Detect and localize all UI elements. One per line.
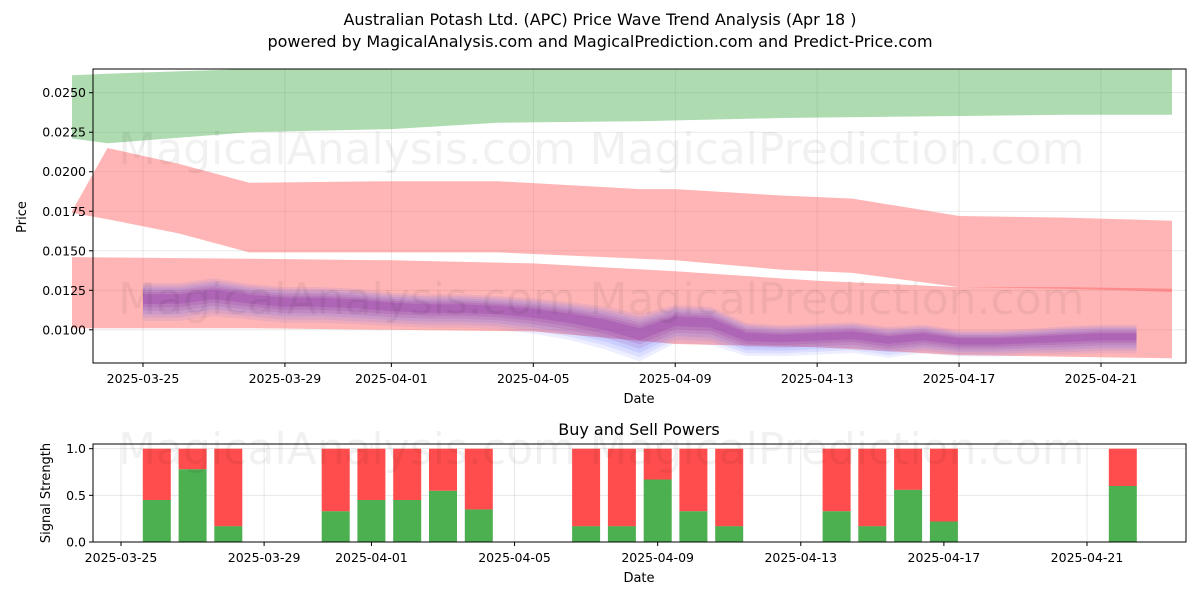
price-x-tick-label: 2025-04-17: [923, 371, 996, 386]
watermark-signal-prediction: MagicalPrediction.com: [590, 424, 1085, 475]
signal-x-tick-label: 2025-03-25: [85, 550, 158, 565]
watermark-prediction-lower: MagicalPrediction.com: [590, 274, 1085, 325]
price-x-tick-label: 2025-03-25: [107, 371, 180, 386]
sell-bar: [429, 448, 457, 491]
signal-x-tick-label: 2025-04-01: [335, 550, 408, 565]
sell-bar: [643, 448, 672, 480]
wave-layer: [143, 287, 1137, 348]
price-x-label: Date: [623, 392, 654, 407]
price-y-tick-label: 0.0250: [42, 85, 86, 100]
price-bands: [72, 69, 1172, 359]
buy-bar: [429, 490, 457, 542]
sell-bar: [214, 448, 243, 527]
signal-x-tick-label: 2025-04-05: [478, 550, 551, 565]
buy-bar: [607, 526, 636, 542]
price-x-ticks: 2025-03-25 2025-03-29 2025-04-01 2025-04-05…: [107, 363, 1138, 386]
sell-bar: [822, 448, 851, 512]
signal-y-tick-label: 0.5: [66, 488, 86, 503]
price-wave: [143, 278, 1137, 362]
price-panel: MagicalAnalysis.com MagicalPrediction.co…: [15, 68, 1187, 407]
signal-panel: Buy and Sell Powers MagicalAnalysis.com …: [39, 420, 1187, 586]
price-x-tick-label: 2025-04-05: [497, 371, 570, 386]
price-grid: [93, 69, 1186, 363]
wave-layer: [143, 280, 1137, 358]
signal-axes-frame: [92, 443, 1187, 543]
buy-bar: [464, 509, 493, 542]
sell-bar: [607, 448, 636, 527]
buy-bar: [1108, 486, 1137, 542]
price-y-tick-label: 0.0225: [42, 125, 86, 140]
watermark-signal-analysis: MagicalAnalysis.com: [118, 424, 576, 475]
chart-subtitle: powered by MagicalAnalysis.com and Magic…: [267, 32, 932, 51]
buy-bar: [929, 521, 958, 542]
wave-layer: [143, 289, 1137, 345]
signal-y-label: Signal Strength: [39, 443, 54, 543]
sell-bar: [929, 448, 958, 522]
buy-bar: [822, 511, 851, 542]
watermark-analysis-lower: MagicalAnalysis.com: [118, 274, 576, 325]
buy-bar: [894, 489, 923, 542]
buy-bar: [178, 469, 207, 542]
sell-bar: [393, 448, 422, 500]
price-x-tick-label: 2025-04-01: [355, 371, 428, 386]
sell-bar: [572, 448, 601, 527]
wave-layer: [143, 278, 1137, 362]
watermark-prediction: MagicalPrediction.com: [590, 124, 1085, 175]
buy-bar: [214, 526, 243, 542]
sell-bar: [858, 448, 887, 527]
price-x-tick-label: 2025-04-09: [639, 371, 712, 386]
sell-bar: [679, 448, 708, 512]
signal-x-label: Date: [623, 571, 654, 586]
price-y-label: Price: [15, 201, 30, 233]
resistance-band: [72, 148, 1172, 292]
signal-y-tick-label: 0.0: [66, 535, 86, 550]
price-x-tick-label: 2025-04-21: [1065, 371, 1138, 386]
signal-title: Buy and Sell Powers: [558, 420, 720, 439]
sell-bar: [715, 448, 744, 527]
buy-bar: [643, 479, 672, 542]
buy-bar: [142, 500, 171, 542]
price-y-tick-label: 0.0125: [42, 283, 86, 298]
price-y-tick-label: 0.0150: [42, 243, 86, 258]
sell-bar: [464, 448, 493, 510]
buy-bar: [572, 526, 601, 542]
sell-bar: [357, 448, 386, 500]
buy-bar: [321, 511, 350, 542]
buy-bar: [715, 526, 744, 542]
sell-bar: [1108, 448, 1137, 486]
buy-bar: [858, 526, 887, 542]
price-y-ticks: 0.0100 0.0125 0.0150 0.0175 0.0200 0.0225 0.02…: [42, 85, 93, 337]
signal-x-tick-label: 2025-04-09: [621, 550, 694, 565]
signal-x-tick-label: 2025-03-29: [228, 550, 301, 565]
chart-title: Australian Potash Ltd. (APC) Price Wave …: [343, 10, 856, 29]
sell-bar: [321, 448, 350, 512]
sell-bar: [894, 448, 923, 490]
wave-layer: [143, 285, 1137, 350]
buy-bar: [393, 500, 422, 542]
sell-bar: [178, 448, 207, 470]
sell-bar: [142, 448, 171, 500]
signal-x-tick-label: 2025-04-17: [908, 550, 981, 565]
buy-bar: [357, 500, 386, 542]
buy-bar: [679, 511, 708, 542]
price-x-tick-label: 2025-03-29: [249, 371, 322, 386]
signal-bars: [142, 448, 1137, 542]
price-x-tick-label: 2025-04-13: [781, 371, 854, 386]
price-y-tick-label: 0.0100: [42, 322, 86, 337]
watermark-analysis: MagicalAnalysis.com: [118, 124, 576, 175]
upper-band: [72, 69, 1172, 144]
wave-layer: [143, 282, 1137, 353]
price-y-tick-label: 0.0200: [42, 164, 86, 179]
signal-x-tick-label: 2025-04-21: [1051, 550, 1124, 565]
price-y-tick-label: 0.0175: [42, 204, 86, 219]
signal-x-ticks: 2025-03-25 2025-03-29 2025-04-01 2025-04-05…: [85, 542, 1124, 565]
price-axes-frame: [92, 68, 1187, 364]
signal-y-tick-label: 1.0: [66, 441, 86, 456]
signal-y-ticks: 0.0 0.5 1.0: [66, 441, 93, 550]
signal-x-tick-label: 2025-04-13: [764, 550, 837, 565]
support-band: [72, 257, 1172, 359]
